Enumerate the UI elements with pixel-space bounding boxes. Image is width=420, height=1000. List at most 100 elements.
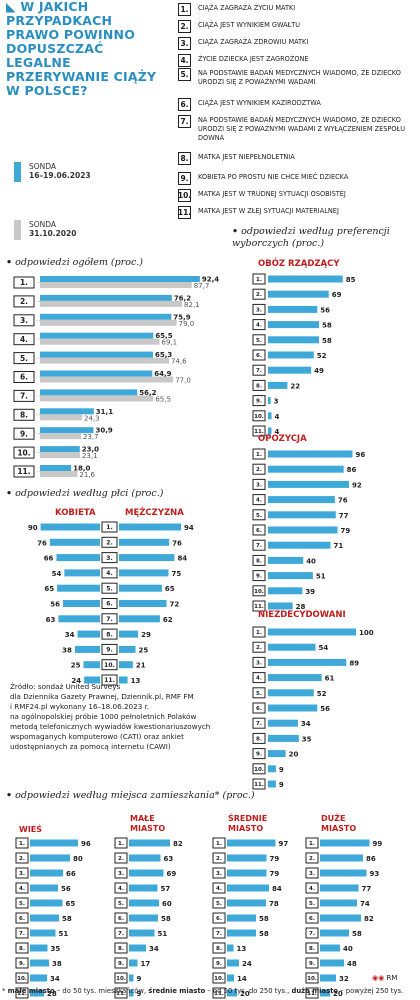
category-box xyxy=(252,763,266,775)
question-item: 11. MATKA JEST W ZŁEJ SYTUACJI MATERIALNE… xyxy=(178,206,418,219)
category-label: 7. xyxy=(256,543,262,549)
category-label: 5. xyxy=(19,901,25,907)
category-box xyxy=(15,882,29,894)
value-label: 17 xyxy=(141,960,151,968)
category-box xyxy=(212,912,226,924)
category-box xyxy=(252,539,266,551)
category-label: 10. xyxy=(116,976,126,982)
bar-party xyxy=(268,275,343,283)
bar-party xyxy=(268,427,272,435)
question-item: 1. CIĄŻA ZAGRAŻA ŻYCIU MATKI xyxy=(178,3,418,16)
value-label: 100 xyxy=(359,629,374,637)
bar-current xyxy=(40,313,172,320)
category-box xyxy=(305,837,319,849)
bar-place xyxy=(227,944,234,952)
question-number: 8. xyxy=(178,152,191,165)
value-label-female: 54 xyxy=(52,570,62,578)
bar-place xyxy=(129,899,159,907)
category-label: 4. xyxy=(20,335,28,344)
bar-current xyxy=(40,446,80,453)
category-label: 2. xyxy=(256,645,262,651)
value-label-current: 75,9 xyxy=(173,313,190,321)
category-box xyxy=(252,273,266,285)
value-label: 86 xyxy=(347,466,357,474)
category-box xyxy=(114,897,128,909)
category-box xyxy=(305,897,319,909)
category-box xyxy=(252,494,266,506)
category-label: 9. xyxy=(256,399,262,405)
category-label: 1. xyxy=(20,278,28,287)
value-label-previous: 74,6 xyxy=(171,358,187,366)
bar-place xyxy=(227,974,234,982)
value-label-previous: 65,5 xyxy=(155,395,171,403)
bar-female xyxy=(40,523,100,531)
value-label: 56 xyxy=(320,306,330,314)
bar-female xyxy=(49,538,100,546)
value-label-current: 64,9 xyxy=(154,370,171,378)
category-label: 5. xyxy=(216,901,222,907)
value-label: 20 xyxy=(289,751,299,759)
bar-place xyxy=(129,929,155,937)
category-label: 6. xyxy=(256,528,262,534)
value-label: 34 xyxy=(149,945,159,953)
value-label: 34 xyxy=(301,720,311,728)
bar-party xyxy=(268,336,320,344)
value-label: 24 xyxy=(242,960,252,968)
category-label: 5. xyxy=(118,901,124,907)
category-box xyxy=(101,613,118,625)
category-label: 3. xyxy=(256,307,262,313)
value-label: 74 xyxy=(360,900,370,908)
section-place-title: • odpowiedzi według miejsca zamieszkania… xyxy=(6,790,255,801)
category-box xyxy=(101,567,118,579)
category-label: 9. xyxy=(216,961,222,967)
bar-place xyxy=(320,839,370,847)
bar-place xyxy=(320,944,340,952)
category-label: 1. xyxy=(118,841,124,847)
category-box xyxy=(15,912,29,924)
value-label-previous: 24,3 xyxy=(84,414,100,422)
category-box xyxy=(114,837,128,849)
category-label: 11. xyxy=(254,429,264,435)
bar-place xyxy=(30,899,63,907)
category-box xyxy=(15,957,29,969)
category-label: 1. xyxy=(256,630,262,636)
category-label: 10. xyxy=(104,662,115,669)
value-label-male: 75 xyxy=(172,570,182,578)
category-label: 9. xyxy=(309,961,315,967)
value-label: 60 xyxy=(162,900,172,908)
value-label: 57 xyxy=(161,885,171,893)
category-box xyxy=(101,643,118,655)
category-label: 8. xyxy=(256,736,262,742)
category-label: 3. xyxy=(118,871,124,877)
series-title: MĘŻCZYZNA xyxy=(125,507,184,518)
value-label-male: 72 xyxy=(170,601,180,609)
value-label: 96 xyxy=(355,451,365,459)
bar-party xyxy=(268,587,303,595)
value-label: 78 xyxy=(269,900,279,908)
bar-party xyxy=(268,750,286,758)
bar-female xyxy=(74,645,100,653)
category-box xyxy=(15,867,29,879)
question-text: NA PODSTAWIE BADAŃ MEDYCZNYCH WIADOMO, Ż… xyxy=(198,68,401,86)
question-number: 4. xyxy=(178,54,191,67)
bar-place xyxy=(129,974,134,982)
question-number: 1. xyxy=(178,3,191,16)
value-label-current: 31,1 xyxy=(96,408,113,416)
category-label: 1. xyxy=(256,277,262,283)
bar-party xyxy=(268,719,298,727)
category-box xyxy=(114,927,128,939)
category-label: 2. xyxy=(118,856,124,862)
category-label: 11. xyxy=(214,991,224,997)
value-label-male: 25 xyxy=(139,646,149,654)
category-box xyxy=(305,927,319,939)
category-label: 4. xyxy=(256,676,262,682)
bar-current xyxy=(40,294,172,301)
value-label: 56 xyxy=(320,705,330,713)
bar-place xyxy=(227,899,266,907)
legend-swatch-current xyxy=(14,162,21,182)
bar-party xyxy=(268,643,316,651)
series-title: OBÓZ RZĄDZĄCY xyxy=(258,257,340,269)
category-box xyxy=(101,598,118,609)
question-text: ŻYCIE DZIECKA JEST ZAGROŻONE xyxy=(198,54,309,63)
category-label: 10. xyxy=(254,589,264,595)
